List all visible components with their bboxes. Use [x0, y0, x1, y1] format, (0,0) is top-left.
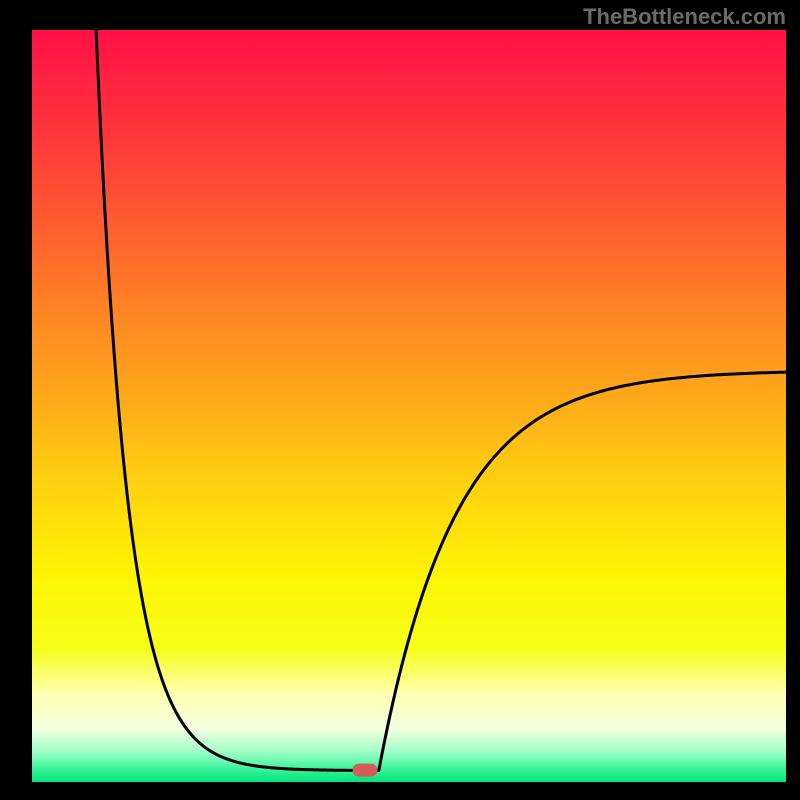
- bottleneck-curve: [32, 30, 786, 782]
- optimal-marker: [352, 764, 377, 777]
- watermark-label: TheBottleneck.com: [583, 4, 786, 30]
- plot-area: [32, 30, 786, 782]
- chart-frame: TheBottleneck.com: [0, 0, 800, 800]
